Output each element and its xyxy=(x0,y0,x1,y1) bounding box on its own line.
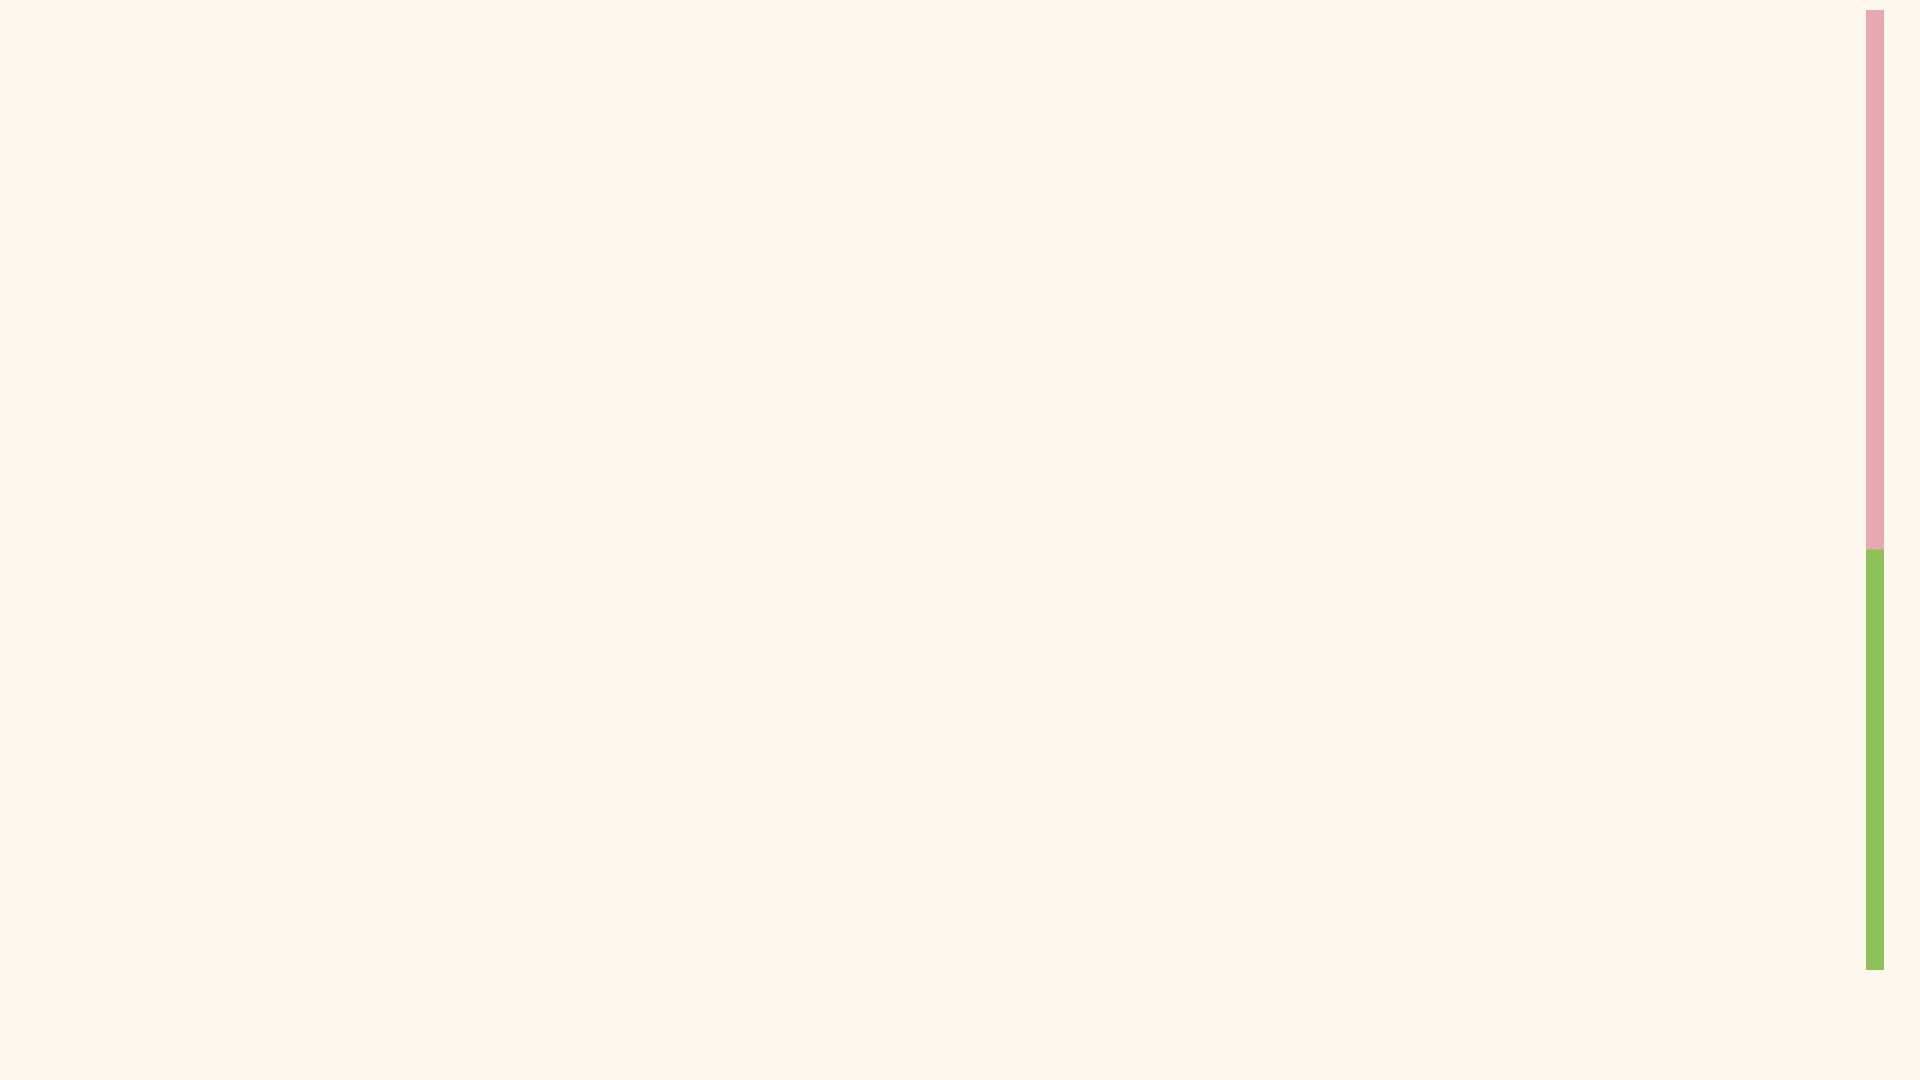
chart-svg xyxy=(0,0,1920,1080)
plot-bg xyxy=(0,0,1920,1080)
side-bar-protect xyxy=(1866,549,1884,970)
chart-container: { "dimensions": {"width":1920,"height":1… xyxy=(0,0,1920,1080)
side-bar-risk xyxy=(1866,10,1884,549)
